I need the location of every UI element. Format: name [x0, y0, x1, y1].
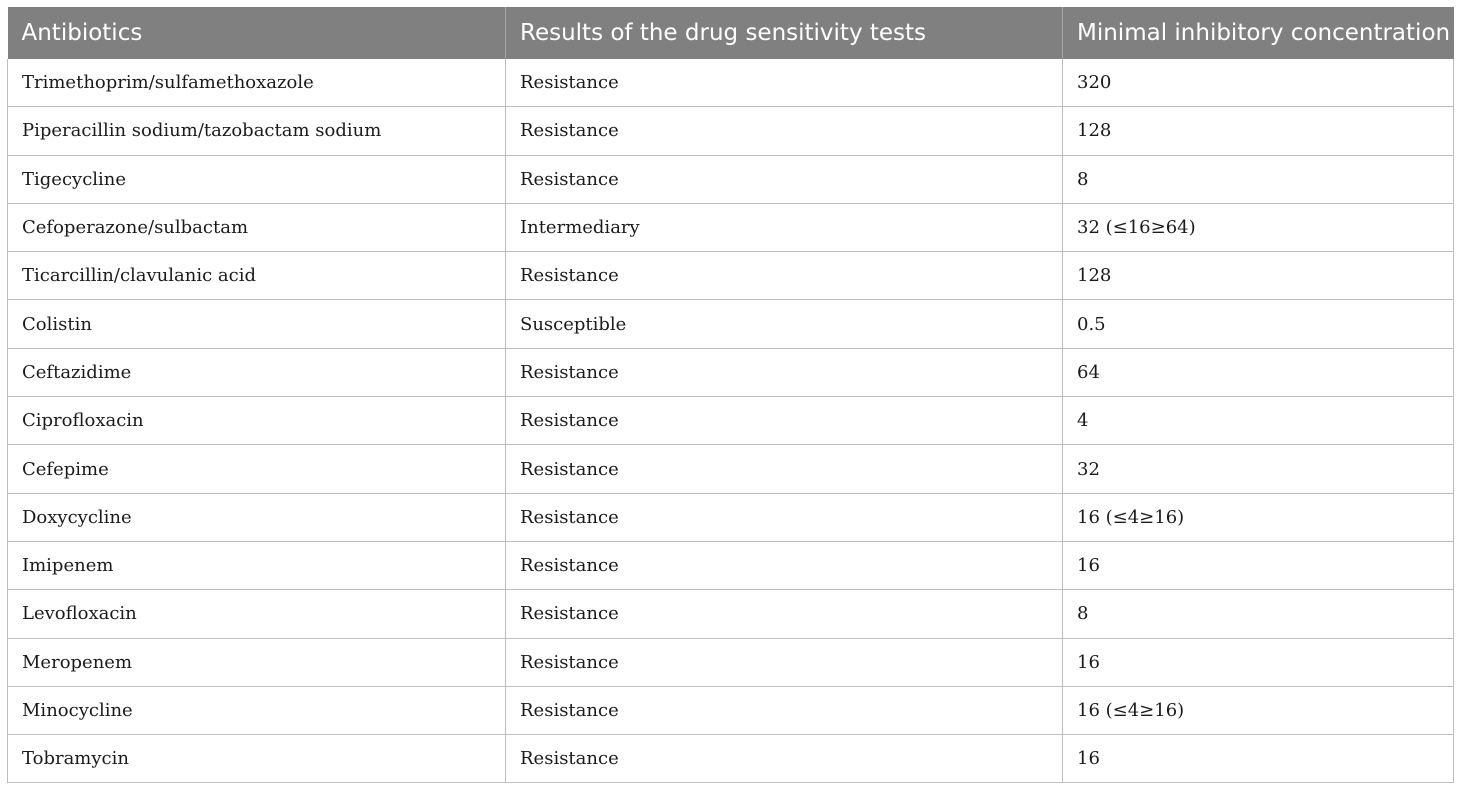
cell-result: Resistance	[505, 686, 1063, 736]
table-row: Levofloxacin Resistance 8	[7, 589, 1454, 639]
cell-mic: 32	[1062, 444, 1454, 494]
cell-antibiotic: Levofloxacin	[7, 589, 506, 639]
cell-mic: 16 (≤4≥16)	[1062, 493, 1454, 542]
header-antibiotics: Antibiotics	[7, 7, 506, 59]
table-row: Ciprofloxacin Resistance 4	[7, 396, 1454, 446]
cell-result: Resistance	[505, 734, 1063, 784]
cell-mic: 8	[1062, 155, 1454, 204]
cell-mic: 16	[1062, 734, 1454, 784]
table-row: Imipenem Resistance 16	[7, 541, 1454, 591]
header-mic: Minimal inhibitory concentration	[1062, 7, 1454, 59]
cell-mic: 16	[1062, 541, 1454, 591]
cell-result: Resistance	[505, 396, 1063, 446]
cell-result: Resistance	[505, 251, 1063, 301]
cell-antibiotic: Cefoperazone/sulbactam	[7, 203, 506, 253]
table-row: Trimethoprim/sulfamethoxazole Resistance 3…	[7, 59, 1454, 108]
cell-result: Resistance	[505, 638, 1063, 687]
cell-result: Susceptible	[505, 299, 1063, 349]
cell-antibiotic: Ceftazidime	[7, 348, 506, 398]
table-row: Piperacillin sodium/tazobactam sodium Res…	[7, 106, 1454, 156]
cell-result: Resistance	[505, 348, 1063, 398]
cell-mic: 0.5	[1062, 299, 1454, 349]
table-row: Meropenem Resistance 16	[7, 638, 1454, 687]
cell-mic: 128	[1062, 106, 1454, 156]
table-row: Tigecycline Resistance 8	[7, 155, 1454, 204]
cell-result: Intermediary	[505, 203, 1063, 253]
cell-antibiotic: Trimethoprim/sulfamethoxazole	[7, 59, 506, 108]
header-results: Results of the drug sensitivity tests	[505, 7, 1063, 59]
cell-antibiotic: Piperacillin sodium/tazobactam sodium	[7, 106, 506, 156]
table-row: Doxycycline Resistance 16 (≤4≥16)	[7, 493, 1454, 542]
cell-result: Resistance	[505, 541, 1063, 591]
cell-antibiotic: Ciprofloxacin	[7, 396, 506, 446]
cell-mic: 8	[1062, 589, 1454, 639]
cell-antibiotic: Imipenem	[7, 541, 506, 591]
cell-antibiotic: Doxycycline	[7, 493, 506, 542]
cell-result: Resistance	[505, 106, 1063, 156]
cell-mic: 32 (≤16≥64)	[1062, 203, 1454, 253]
cell-mic: 16 (≤4≥16)	[1062, 686, 1454, 736]
table-row: Ceftazidime Resistance 64	[7, 348, 1454, 398]
cell-antibiotic: Minocycline	[7, 686, 506, 736]
table-row: Ticarcillin/clavulanic acid Resistance 128	[7, 251, 1454, 301]
cell-mic: 128	[1062, 251, 1454, 301]
cell-result: Resistance	[505, 444, 1063, 494]
cell-antibiotic: Tigecycline	[7, 155, 506, 204]
cell-antibiotic: Ticarcillin/clavulanic acid	[7, 251, 506, 301]
cell-antibiotic: Tobramycin	[7, 734, 506, 784]
table-body: Trimethoprim/sulfamethoxazole Resistance 3…	[7, 59, 1454, 784]
cell-antibiotic: Meropenem	[7, 638, 506, 687]
cell-result: Resistance	[505, 59, 1063, 108]
cell-result: Resistance	[505, 589, 1063, 639]
header-row: Antibiotics Results of the drug sensitiv…	[7, 7, 1454, 59]
cell-mic: 16	[1062, 638, 1454, 687]
cell-mic: 64	[1062, 348, 1454, 398]
cell-result: Resistance	[505, 155, 1063, 204]
table-row: Tobramycin Resistance 16	[7, 734, 1454, 784]
antibiotic-table-container: Antibiotics Results of the drug sensitiv…	[7, 7, 1454, 784]
table-header: Antibiotics Results of the drug sensitiv…	[7, 7, 1454, 59]
table-row: Colistin Susceptible 0.5	[7, 299, 1454, 349]
table-row: Minocycline Resistance 16 (≤4≥16)	[7, 686, 1454, 736]
cell-antibiotic: Cefepime	[7, 444, 506, 494]
cell-mic: 320	[1062, 59, 1454, 108]
cell-result: Resistance	[505, 493, 1063, 542]
table-row: Cefepime Resistance 32	[7, 444, 1454, 494]
antibiotic-sensitivity-table: Antibiotics Results of the drug sensitiv…	[7, 7, 1454, 784]
cell-antibiotic: Colistin	[7, 299, 506, 349]
cell-mic: 4	[1062, 396, 1454, 446]
table-row: Cefoperazone/sulbactam Intermediary 32 (≤1…	[7, 203, 1454, 253]
